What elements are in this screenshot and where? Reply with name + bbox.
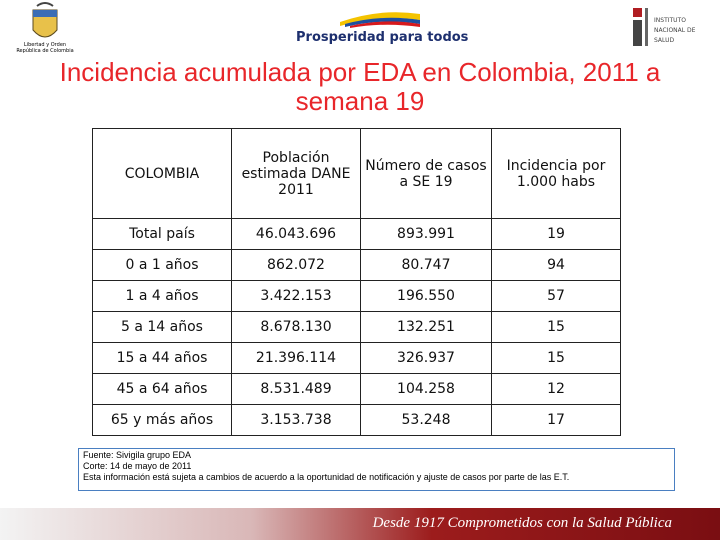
left-logo-text: República de Colombia — [16, 47, 73, 54]
table-cell: 862.072 — [231, 249, 361, 281]
table-cell: 326.937 — [360, 342, 492, 374]
table-cell: 5 a 14 años — [92, 311, 232, 343]
table-cell: 15 — [491, 342, 621, 374]
table-cell: 104.258 — [360, 373, 492, 405]
data-table: COLOMBIA Población estimada DANE 2011 Núme… — [92, 128, 621, 436]
table-cell: 19 — [491, 218, 621, 250]
table-cell: 46.043.696 — [231, 218, 361, 250]
table-cell: 80.747 — [360, 249, 492, 281]
coat-of-arms: Libertad y Orden República de Colombia — [16, 2, 74, 54]
footnote: Fuente: Sivigila grupo EDA Corte: 14 de … — [78, 448, 675, 491]
center-logo-text: Prosperidad para todos — [296, 30, 469, 45]
table-row: 5 a 14 años 8.678.130 132.251 15 — [92, 311, 621, 343]
title-text: Incidencia acumulada por EDA en Colombia… — [59, 57, 661, 116]
table-cell: 94 — [491, 249, 621, 281]
footnote-line: Corte: 14 de mayo de 2011 — [83, 461, 192, 471]
footer-text: Desde 1917 Comprometidos con la Salud Pú… — [372, 515, 672, 531]
table-cell: 8.531.489 — [231, 373, 361, 405]
table-cell: 3.422.153 — [231, 280, 361, 312]
table-cell: 21.396.114 — [231, 342, 361, 374]
table-cell: 3.153.738 — [231, 404, 361, 436]
table-cell: 8.678.130 — [231, 311, 361, 343]
footer-band: Desde 1917 Comprometidos con la Salud Pú… — [0, 508, 720, 540]
table-cell: 0 a 1 años — [92, 249, 232, 281]
table-row: 0 a 1 años 862.072 80.747 94 — [92, 249, 621, 281]
table-cell: 15 a 44 años — [92, 342, 232, 374]
table-cell: 45 a 64 años — [92, 373, 232, 405]
table-row: 15 a 44 años 21.396.114 326.937 15 — [92, 342, 621, 374]
table-cell: COLOMBIA — [92, 128, 232, 219]
right-logo-text: SALUD — [654, 37, 674, 44]
title: Incidencia acumulada por EDA en Colombia… — [0, 58, 720, 116]
table-cell: Población estimada DANE 2011 — [231, 128, 361, 219]
table-cell: Incidencia por 1.000 habs — [491, 128, 621, 219]
footnote-line: Esta información está sujeta a cambios d… — [83, 472, 570, 482]
table-row: 65 y más años 3.153.738 53.248 17 — [92, 404, 621, 436]
table-cell: 196.550 — [360, 280, 492, 312]
table-cell: 12 — [491, 373, 621, 405]
table-cell: 1 a 4 años — [92, 280, 232, 312]
table-row: Total país 46.043.696 893.991 19 — [92, 218, 621, 250]
table-cell: 893.991 — [360, 218, 492, 250]
ins-logo: INSTITUTO NACIONAL DE SALUD — [633, 8, 696, 46]
left-logo-text: Libertad y Orden — [24, 42, 66, 48]
table-cell: 53.248 — [360, 404, 492, 436]
table-row: 1 a 4 años 3.422.153 196.550 57 — [92, 280, 621, 312]
header-row: COLOMBIA Población estimada DANE 2011 Núme… — [92, 128, 621, 219]
table-cell: Total país — [92, 218, 232, 250]
right-logo-text: NACIONAL DE — [654, 27, 696, 34]
table-cell: 17 — [491, 404, 621, 436]
table-row: 45 a 64 años 8.531.489 104.258 12 — [92, 373, 621, 405]
table-cell: 65 y más años — [92, 404, 232, 436]
right-logo-text: INSTITUTO — [654, 17, 686, 24]
table-cell: 132.251 — [360, 311, 492, 343]
prosperidad-logo: Prosperidad para todos — [296, 12, 469, 45]
table-cell: 57 — [491, 280, 621, 312]
footnote-line: Fuente: Sivigila grupo EDA — [83, 450, 192, 460]
table-cell: Número de casos a SE 19 — [360, 128, 492, 219]
logos: Libertad y Orden República de Colombia P… — [16, 2, 696, 54]
table-cell: 15 — [491, 311, 621, 343]
